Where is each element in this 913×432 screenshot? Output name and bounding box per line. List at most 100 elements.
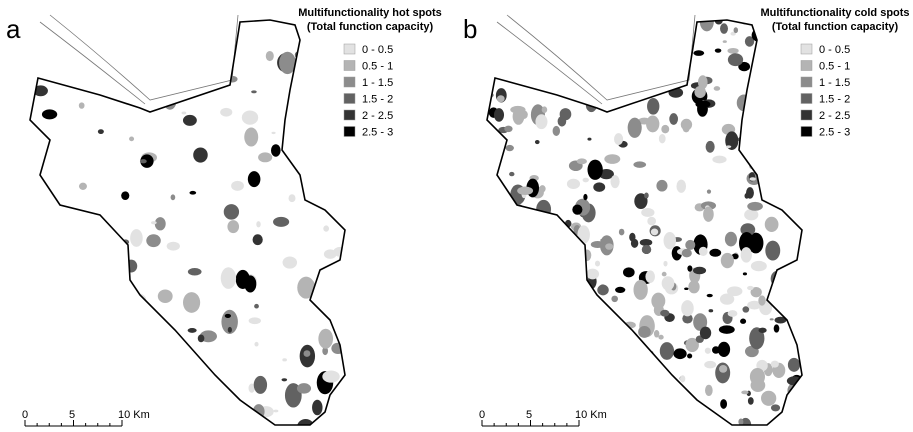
patch	[804, 424, 810, 431]
patch	[786, 297, 795, 305]
patch	[544, 234, 549, 241]
patch	[642, 245, 652, 254]
patch	[227, 76, 237, 83]
patch	[568, 337, 583, 356]
patches	[24, 16, 351, 432]
patch	[667, 49, 674, 57]
patch	[709, 309, 714, 312]
patch	[121, 426, 126, 430]
patch	[519, 354, 525, 359]
legend-label: 2 - 2.5	[362, 110, 393, 122]
patch	[684, 287, 688, 290]
patch	[608, 72, 624, 88]
patch	[673, 348, 686, 359]
patch	[66, 210, 77, 222]
patch	[659, 134, 666, 143]
patch	[789, 56, 803, 66]
patch	[577, 225, 589, 244]
patch	[635, 410, 642, 414]
patch	[658, 335, 663, 340]
scale-label: 0	[22, 409, 28, 421]
patch	[543, 317, 553, 325]
patch	[629, 233, 635, 242]
patch	[564, 286, 574, 294]
patch	[682, 249, 692, 257]
patch	[771, 361, 779, 368]
patch	[703, 207, 714, 222]
patch	[745, 193, 749, 199]
patch	[520, 46, 536, 57]
panel: b Multifunctionality cold spots (Total fun…	[463, 7, 910, 432]
patch	[750, 368, 765, 385]
patch	[530, 24, 541, 32]
patch	[341, 210, 349, 221]
patch	[579, 53, 584, 58]
legend-label: 1.5 - 2	[819, 94, 850, 106]
patch	[752, 98, 765, 107]
patch	[599, 72, 613, 84]
patch	[225, 314, 231, 318]
panel-label: b	[463, 14, 477, 44]
patch	[775, 72, 783, 78]
patch	[605, 243, 613, 249]
patch	[559, 246, 571, 254]
patch	[494, 351, 509, 369]
patch	[188, 268, 202, 275]
patch	[198, 334, 205, 342]
legend-title: Multifunctionality cold spots	[760, 7, 909, 19]
patch	[728, 310, 738, 317]
patch	[770, 48, 780, 61]
patch	[158, 81, 163, 85]
patch	[30, 246, 45, 267]
patch	[516, 65, 532, 80]
patch	[535, 140, 540, 144]
patch	[726, 145, 731, 148]
legend-title: (Total function capacity)	[772, 21, 899, 33]
patch	[758, 53, 768, 68]
patch	[753, 75, 769, 91]
patch	[687, 265, 692, 271]
patch	[778, 102, 785, 109]
patch	[79, 183, 87, 190]
legend-swatch	[344, 94, 355, 104]
patch	[758, 75, 771, 82]
patch	[64, 291, 81, 314]
patch	[36, 361, 42, 367]
patch	[611, 296, 618, 303]
patch	[530, 422, 543, 432]
patch	[506, 145, 514, 151]
patch	[607, 19, 616, 30]
patch	[91, 291, 98, 302]
patch	[700, 327, 711, 340]
patch	[623, 267, 635, 277]
legend-swatch	[801, 110, 812, 120]
patch	[645, 270, 655, 283]
patch	[228, 327, 232, 333]
patch	[499, 324, 510, 335]
patch	[271, 144, 281, 156]
patch	[189, 191, 196, 195]
patch	[615, 49, 623, 55]
legend-title: Multifunctionality hot spots	[298, 7, 442, 19]
patch	[604, 391, 611, 397]
patch	[324, 249, 337, 258]
legend-label: 0 - 0.5	[819, 44, 850, 56]
panel-label: a	[6, 14, 21, 44]
patch	[497, 256, 510, 268]
patch	[651, 364, 664, 372]
patch	[103, 373, 119, 389]
patch	[664, 232, 676, 249]
patch	[567, 179, 580, 189]
patch	[566, 304, 575, 312]
patch	[494, 51, 499, 57]
patch	[747, 286, 754, 290]
patch	[583, 194, 587, 200]
patch	[39, 16, 55, 25]
patch	[504, 126, 512, 133]
patch	[125, 260, 137, 273]
patch	[282, 358, 287, 361]
patch	[552, 342, 563, 350]
patch	[719, 325, 735, 333]
patch	[526, 65, 535, 72]
patch	[633, 280, 647, 300]
